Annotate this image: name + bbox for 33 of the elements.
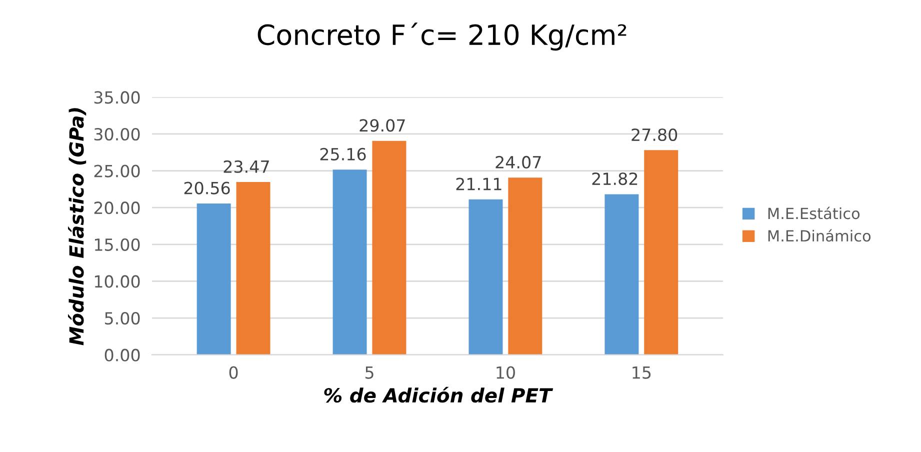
x-axis-title: % de Adición del PET: [324, 386, 554, 403]
data-label: 29.07: [360, 119, 405, 132]
y-tick-label: 20.00: [94, 202, 140, 214]
bar: [508, 178, 542, 355]
bar: [236, 182, 270, 355]
y-tick-label: 15.00: [94, 238, 140, 251]
data-label: 25.16: [320, 148, 366, 160]
data-label: 20.56: [184, 182, 230, 194]
x-tick-label: 5: [365, 366, 374, 379]
y-tick-label: 0.00: [104, 348, 140, 362]
data-label: 27.80: [632, 128, 678, 142]
data-label: 23.47: [224, 160, 269, 173]
bar: [644, 150, 678, 355]
legend-label: M.E.Dinámico: [768, 229, 871, 242]
y-tick-label: 5.00: [105, 312, 140, 325]
y-tick-label: 35.00: [94, 91, 140, 104]
bar: [196, 203, 231, 355]
chart-title: Concreto F´c= 210 Kg/cm²: [258, 22, 626, 51]
x-tick-label: 0: [229, 366, 238, 379]
bar: [468, 199, 503, 355]
y-axis-title: Módulo Elástico (GPa): [68, 108, 86, 346]
data-label: 24.07: [496, 156, 541, 169]
y-tick-label: 30.00: [94, 128, 140, 141]
legend-label: M.E.Estático: [768, 206, 860, 220]
y-tick-label: 25.00: [94, 164, 140, 178]
x-tick-label: 15: [632, 366, 651, 379]
data-label: 21.82: [592, 172, 638, 186]
bar: [372, 140, 406, 355]
bar: [332, 170, 367, 355]
y-tick-label: 10.00: [94, 275, 140, 288]
x-tick-label: 10: [496, 366, 515, 379]
bar: [604, 194, 639, 355]
data-label: 21.11: [456, 178, 502, 190]
